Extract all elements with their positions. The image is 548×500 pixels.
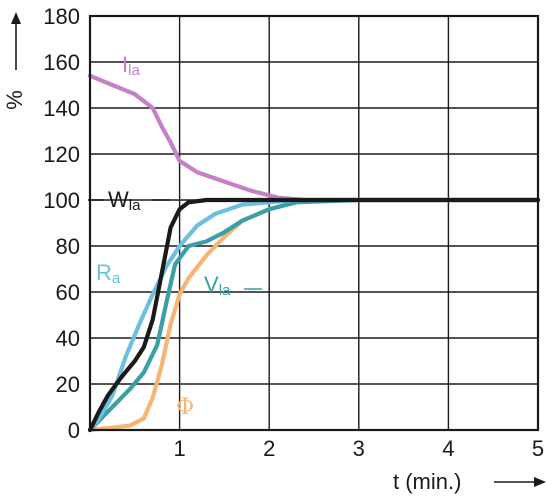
x-axis-title-group: t (min.) [393, 469, 546, 494]
x-axis-title: t (min.) [393, 469, 461, 494]
plot-frame [88, 14, 540, 432]
y-tick-label: 160 [43, 50, 80, 75]
series-labels: Ila Wla Ra Vla Φ [88, 52, 262, 420]
arrow-up-icon [11, 12, 21, 70]
grid [89, 15, 539, 431]
x-tick-label: 4 [442, 436, 454, 461]
y-tick-label: 0 [68, 418, 80, 443]
series-label-Wla: Wla [108, 187, 141, 214]
y-tick-label: 80 [56, 234, 80, 259]
series-line-Ra [87, 197, 541, 433]
series-label-Ila: Ila [122, 52, 140, 79]
series-line-Ila [87, 73, 541, 203]
series-label-Ra: Ra [96, 260, 121, 287]
y-tick-label: 60 [56, 280, 80, 305]
x-tick-label: 5 [532, 436, 544, 461]
series-line-Vla [87, 197, 541, 433]
y-tick-label: 40 [56, 326, 80, 351]
x-tick-label: 2 [263, 436, 275, 461]
y-axis-title-group: % [2, 12, 27, 110]
y-tick-label: 140 [43, 96, 80, 121]
x-tick-label: 3 [353, 436, 365, 461]
y-tick-label: 20 [56, 372, 80, 397]
y-tick-label: 180 [43, 4, 80, 29]
series-line-Wla [87, 197, 541, 433]
series-line-Φ [87, 197, 541, 433]
series-lines [87, 73, 541, 433]
y-axis-title: % [2, 90, 27, 110]
y-tick-label: 120 [43, 142, 80, 167]
arrow-right-icon [494, 477, 546, 487]
x-tick-label: 1 [173, 436, 185, 461]
tick-labels: 0 20 40 60 80 100 120 140 160 180 1 2 3 4 5 [43, 4, 544, 461]
series-label-Φ: Φ [176, 395, 194, 420]
y-tick-label: 100 [43, 188, 80, 213]
series-label-Vla: Vla [204, 272, 231, 299]
